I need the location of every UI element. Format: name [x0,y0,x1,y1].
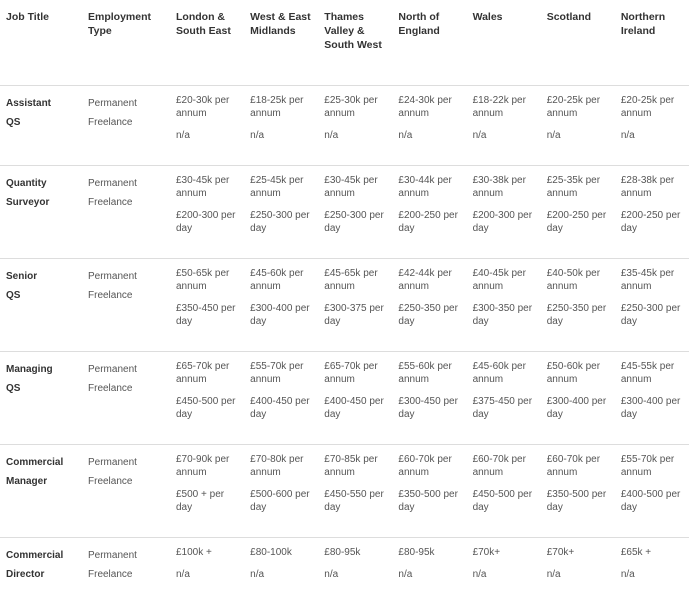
col-thames-sw: Thames Valley & South West [318,0,392,79]
salary-cell: £80-95kn/a [318,537,392,598]
salary-cell: £40-45k per annum£300-350 per day [467,258,541,345]
salary-cell: £80-95kn/a [392,537,466,598]
job-title-cell: AssistantQS [0,85,82,159]
salary-cell: £70k+n/a [467,537,541,598]
header-row: Job Title Employment Type London & South… [0,0,689,79]
salary-cell: £55-70k per annum£400-500 per day [615,444,689,531]
salary-cell: £60-70k per annum£350-500 per day [392,444,466,531]
salary-cell: £30-38k per annum£200-300 per day [467,165,541,252]
salary-cell: £20-25k per annumn/a [541,85,615,159]
salary-cell: £60-70k per annum£350-500 per day [541,444,615,531]
salary-cell: £60-70k per annum£450-500 per day [467,444,541,531]
salary-cell: £20-25k per annumn/a [615,85,689,159]
employment-type-cell: PermanentFreelance [82,444,170,531]
salary-cell: £40-50k per annum£250-350 per day [541,258,615,345]
employment-type-cell: PermanentFreelance [82,258,170,345]
table-row: QuantitySurveyorPermanentFreelance£30-45… [0,165,689,252]
salary-cell: £100k +n/a [170,537,244,598]
job-title-cell: ManagingQS [0,351,82,438]
employment-type-cell: PermanentFreelance [82,537,170,598]
employment-type-cell: PermanentFreelance [82,165,170,252]
job-title-cell: QuantitySurveyor [0,165,82,252]
table-row: CommercialManagerPermanentFreelance£70-9… [0,444,689,531]
salary-cell: £55-60k per annum£300-450 per day [392,351,466,438]
table-row: CommercialDirectorPermanentFreelance£100… [0,537,689,598]
table-row: ManagingQSPermanentFreelance£65-70k per … [0,351,689,438]
table-row: SeniorQSPermanentFreelance£50-65k per an… [0,258,689,345]
col-ni: Northern Ireland [615,0,689,79]
salary-cell: £45-60k per annum£300-400 per day [244,258,318,345]
salary-cell: £45-60k per annum£375-450 per day [467,351,541,438]
job-title-cell: SeniorQS [0,258,82,345]
salary-cell: £65k +n/a [615,537,689,598]
salary-cell: £70-90k per annum£500 + per day [170,444,244,531]
salary-cell: £24-30k per annumn/a [392,85,466,159]
salary-cell: £18-25k per annumn/a [244,85,318,159]
col-north: North of England [392,0,466,79]
employment-type-cell: PermanentFreelance [82,351,170,438]
col-employment-type: Employment Type [82,0,170,79]
salary-cell: £45-65k per annum£300-375 per day [318,258,392,345]
table-row: AssistantQSPermanentFreelance£20-30k per… [0,85,689,159]
salary-cell: £80-100kn/a [244,537,318,598]
salary-cell: £25-30k per annumn/a [318,85,392,159]
salary-cell: £70-85k per annum£450-550 per day [318,444,392,531]
salary-cell: £30-44k per annum£200-250 per day [392,165,466,252]
salary-cell: £42-44k per annum£250-350 per day [392,258,466,345]
job-title-cell: CommercialManager [0,444,82,531]
salary-cell: £70-80k per annum£500-600 per day [244,444,318,531]
col-midlands: West & East Midlands [244,0,318,79]
salary-cell: £30-45k per annum£200-300 per day [170,165,244,252]
salary-cell: £18-22k per annumn/a [467,85,541,159]
col-london-se: London & South East [170,0,244,79]
salary-cell: £25-35k per annum£200-250 per day [541,165,615,252]
employment-type-cell: PermanentFreelance [82,85,170,159]
salary-cell: £65-70k per annum£400-450 per day [318,351,392,438]
salary-cell: £45-55k per annum£300-400 per day [615,351,689,438]
salary-cell: £28-38k per annum£200-250 per day [615,165,689,252]
salary-cell: £30-45k per annum£250-300 per day [318,165,392,252]
salary-cell: £50-60k per annum£300-400 per day [541,351,615,438]
salary-cell: £20-30k per annumn/a [170,85,244,159]
salary-cell: £65-70k per annum£450-500 per day [170,351,244,438]
col-scotland: Scotland [541,0,615,79]
salary-cell: £25-45k per annum£250-300 per day [244,165,318,252]
salary-cell: £70k+n/a [541,537,615,598]
col-job-title: Job Title [0,0,82,79]
salary-cell: £50-65k per annum£350-450 per day [170,258,244,345]
salary-table: Job Title Employment Type London & South… [0,0,689,598]
salary-cell: £35-45k per annum£250-300 per day [615,258,689,345]
salary-cell: £55-70k per annum£400-450 per day [244,351,318,438]
job-title-cell: CommercialDirector [0,537,82,598]
col-wales: Wales [467,0,541,79]
